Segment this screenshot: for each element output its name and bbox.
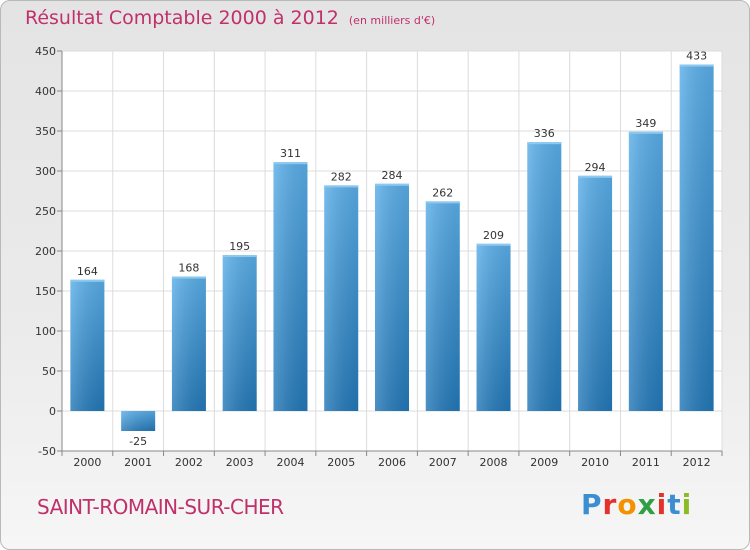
data-label-2002: 168 — [178, 262, 199, 275]
x-tick-label-2007: 2007 — [429, 456, 457, 469]
bar-shade-2000 — [70, 279, 105, 411]
x-tick-label-2008: 2008 — [480, 456, 508, 469]
x-tick-label-2005: 2005 — [327, 456, 355, 469]
x-tick-label-2009: 2009 — [530, 456, 558, 469]
bar-cap-2000 — [70, 279, 105, 282]
bar-cap-2009 — [527, 142, 562, 145]
data-label-2007: 262 — [432, 186, 453, 199]
data-label-2009: 336 — [534, 127, 555, 140]
bar-cap-2004 — [273, 162, 308, 165]
data-label-2006: 284 — [382, 169, 403, 182]
data-label-2011: 349 — [635, 117, 656, 130]
x-tick-label-2012: 2012 — [683, 456, 711, 469]
logo-letter: r — [602, 488, 618, 521]
bar-cap-2006 — [375, 183, 409, 186]
data-label-2000: 164 — [77, 265, 98, 278]
y-tick-label: 100 — [35, 325, 56, 338]
x-tick-label-2001: 2001 — [124, 456, 152, 469]
bar-cap-2005 — [324, 185, 359, 188]
bar-cap-2012 — [679, 64, 714, 67]
x-tick-label-2003: 2003 — [226, 456, 254, 469]
data-label-2003: 195 — [229, 240, 250, 253]
logo-letter: i — [656, 488, 668, 521]
y-tick-label: 0 — [49, 405, 56, 418]
logo-letter: P — [581, 488, 603, 521]
bar-shade-2011 — [628, 131, 663, 412]
y-tick-label: 400 — [35, 85, 56, 98]
x-tick-label-2011: 2011 — [632, 456, 660, 469]
y-tick-label: 350 — [35, 125, 56, 138]
x-tick-label-2010: 2010 — [581, 456, 609, 469]
bar-shade-2003 — [222, 255, 257, 411]
data-label-2004: 311 — [280, 147, 301, 160]
bar-cap-2007 — [425, 201, 460, 204]
y-tick-label: 250 — [35, 205, 56, 218]
data-label-2010: 294 — [585, 161, 606, 174]
data-label-2008: 209 — [483, 229, 504, 242]
logo-letter: o — [617, 488, 638, 521]
bar-cap-2008 — [476, 243, 511, 246]
y-tick-label: 450 — [35, 45, 56, 58]
x-tick-label-2000: 2000 — [73, 456, 101, 469]
bar-shade-2004 — [273, 162, 308, 411]
bar-cap-2003 — [222, 255, 257, 257]
bar-shade-2002 — [171, 276, 206, 411]
bar-shade-2006 — [375, 183, 409, 411]
y-tick-label: 50 — [42, 365, 56, 378]
bar-cap-2011 — [628, 131, 663, 134]
x-tick-label-2002: 2002 — [175, 456, 203, 469]
chart-subtitle: (en milliers d'€) — [348, 14, 436, 27]
bar-shade-2012 — [679, 64, 714, 411]
y-tick-label: 200 — [35, 245, 56, 258]
data-label-2001: -25 — [129, 435, 147, 448]
chart-title: Résultat Comptable 2000 à 2012 — [25, 7, 339, 29]
x-tick-label-2004: 2004 — [276, 456, 304, 469]
y-tick-label: -50 — [38, 445, 56, 458]
x-tick-label-2006: 2006 — [378, 456, 406, 469]
bar-shade-2005 — [324, 185, 359, 411]
data-label-2012: 433 — [686, 50, 707, 63]
y-tick-label: 300 — [35, 165, 56, 178]
bar-shade-2009 — [527, 142, 562, 411]
bar-cap-2002 — [171, 276, 206, 279]
logo-letter: x — [637, 488, 657, 521]
data-label-2005: 282 — [331, 170, 352, 183]
bar-shade-2007 — [425, 201, 460, 411]
y-tick-label: 150 — [35, 285, 56, 298]
city-name: SAINT-ROMAIN-SUR-CHER — [37, 495, 284, 519]
bar-shade-2010 — [578, 175, 613, 411]
bar-shade-2001 — [121, 411, 156, 431]
bar-shade-2008 — [476, 243, 511, 411]
proxiti-logo: Proxiti — [581, 488, 692, 521]
bar-cap-2010 — [578, 175, 613, 178]
logo-letter: i — [681, 488, 693, 521]
logo-letter: t — [667, 488, 682, 521]
chart-title-block: Résultat Comptable 2000 à 2012 (en millie… — [25, 7, 435, 29]
